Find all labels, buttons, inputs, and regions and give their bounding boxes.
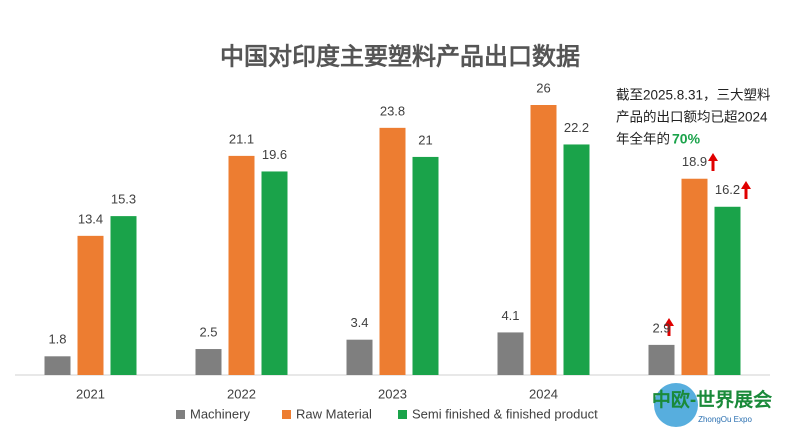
legend-label: Raw Material: [296, 406, 372, 421]
data-label: 15.3: [111, 192, 136, 207]
bar: [379, 127, 406, 375]
bar: [563, 144, 590, 375]
legend-swatch: [176, 410, 185, 419]
bar: [412, 156, 439, 375]
bar: [714, 206, 741, 375]
logo-subtitle: ZhongOu Expo: [698, 415, 752, 424]
legend-label: Machinery: [190, 406, 250, 421]
x-tick-label: 2023: [378, 386, 407, 401]
up-arrows: [664, 153, 751, 336]
data-label: 16.2: [715, 182, 740, 197]
data-label: 23.8: [380, 103, 405, 118]
data-label: 2.5: [199, 324, 217, 339]
data-label: 21.1: [229, 131, 254, 146]
data-label: 3.4: [350, 315, 368, 330]
bar: [346, 339, 373, 375]
bar: [228, 155, 255, 375]
annotation-line: 产品的出口额均已超2024: [616, 110, 768, 125]
bar: [497, 332, 524, 375]
arrow: [741, 181, 751, 199]
arrow: [664, 318, 674, 336]
data-label: 4.1: [501, 308, 519, 323]
legend-label: Semi finished & finished product: [412, 406, 598, 421]
data-label: 26: [536, 80, 550, 95]
bar: [77, 235, 104, 375]
data-label: 18.9: [682, 154, 707, 169]
annotation-line: 截至2025.8.31，三大塑料: [616, 88, 771, 103]
arrow: [708, 153, 718, 171]
legend-swatch: [282, 410, 291, 419]
bar: [110, 216, 137, 375]
x-tick-label: 2022: [227, 386, 256, 401]
data-label: 19.6: [262, 147, 287, 162]
bar: [530, 105, 557, 375]
chart-title: 中国对印度主要塑料产品出口数据: [220, 42, 580, 70]
bar: [195, 349, 222, 375]
data-label: 1.8: [48, 332, 66, 347]
bar: [648, 344, 675, 375]
x-tick-label: 2021: [76, 386, 105, 401]
annotation-highlight: 70%: [672, 131, 701, 147]
logo: 中欧-世界展会 ZhongOu Expo: [652, 383, 772, 427]
x-tick-label: 2024: [529, 386, 558, 401]
data-label: 21: [418, 132, 432, 147]
data-label: 2.9: [652, 320, 670, 335]
legend-swatch: [398, 410, 407, 419]
logo-name: 中欧-世界展会: [652, 388, 772, 411]
annotation-line: 年全年的: [616, 131, 670, 147]
logo-globe: [654, 383, 698, 427]
bar: [681, 178, 708, 375]
bar: [261, 171, 288, 375]
data-label: 22.2: [564, 120, 589, 135]
bar: [44, 356, 71, 375]
data-label: 13.4: [78, 211, 103, 226]
